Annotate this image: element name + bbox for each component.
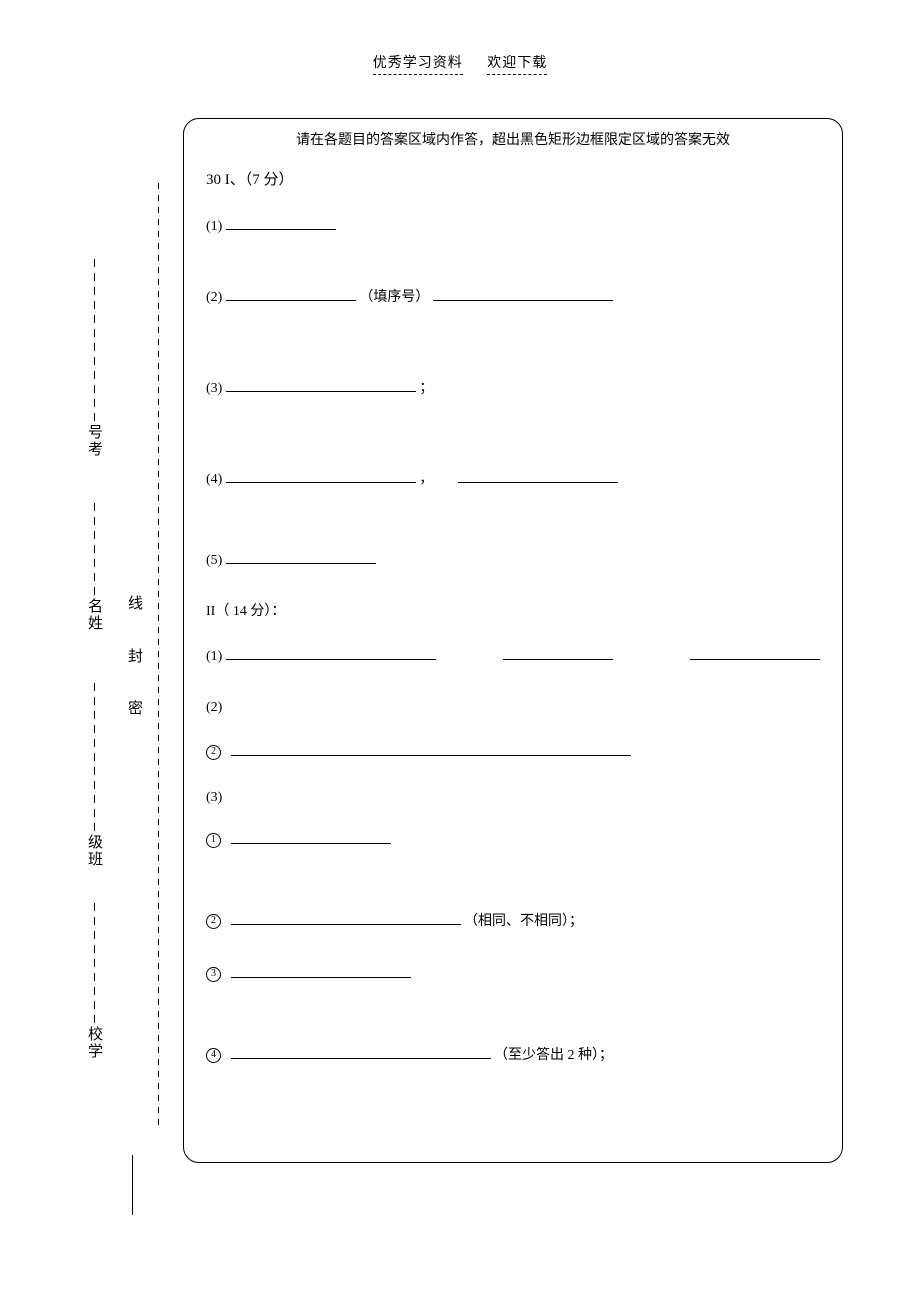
q30I-5: (5) bbox=[206, 550, 822, 571]
label-xuexiao: 校学 bbox=[84, 1026, 105, 1060]
q30I-title: 30 I、（7 分） bbox=[206, 169, 822, 192]
dashes bbox=[94, 680, 95, 834]
qII-1: (1) bbox=[206, 646, 822, 667]
num: (2) bbox=[206, 700, 222, 715]
qII-c34: 4 （至少答出 2 种）； bbox=[206, 1045, 822, 1066]
label-xian: 线 bbox=[124, 595, 145, 612]
blank[interactable] bbox=[226, 550, 376, 564]
q30I-4: (4) ， bbox=[206, 469, 822, 490]
num: (1) bbox=[206, 219, 222, 234]
num: (5) bbox=[206, 553, 222, 568]
num: (2) bbox=[206, 290, 222, 305]
qII-3: (3) bbox=[206, 787, 822, 808]
num: (4) bbox=[206, 472, 222, 487]
margin-vertical-line bbox=[132, 1155, 133, 1215]
label-feng: 封 bbox=[124, 648, 145, 665]
blank[interactable] bbox=[226, 287, 356, 301]
margin-outer-dashes bbox=[158, 180, 159, 1128]
margin-col-xuexiao: 校学 bbox=[84, 900, 105, 1060]
circled-2b: 2 bbox=[206, 914, 221, 929]
blank[interactable] bbox=[226, 469, 416, 483]
page-header: 优秀学习资料 欢迎下载 bbox=[0, 52, 920, 75]
circled-1: 1 bbox=[206, 833, 221, 848]
num: (1) bbox=[206, 649, 222, 664]
header-left: 优秀学习资料 bbox=[373, 52, 463, 75]
label-kaohao: 号考 bbox=[84, 424, 105, 458]
tail: ； bbox=[419, 381, 433, 396]
blank[interactable] bbox=[226, 378, 416, 392]
q30I-3: (3) ； bbox=[206, 378, 822, 399]
margin-col-xingming: 名姓 bbox=[84, 500, 105, 632]
label-xingming: 名姓 bbox=[84, 598, 105, 632]
tail: （至少答出 2 种）； bbox=[494, 1048, 613, 1063]
qII-c32: 2 （相同、不相同）； bbox=[206, 911, 822, 932]
num: (3) bbox=[206, 790, 222, 805]
qII-c31: 1 bbox=[206, 830, 822, 851]
qII-2: (2) bbox=[206, 697, 822, 718]
dashes bbox=[94, 900, 95, 1026]
blank[interactable] bbox=[690, 646, 820, 660]
dashes bbox=[94, 256, 95, 424]
blank[interactable] bbox=[231, 911, 461, 925]
margin-col-banji: 级班 bbox=[84, 680, 105, 868]
blank[interactable] bbox=[231, 964, 411, 978]
blank[interactable] bbox=[231, 830, 391, 844]
sep: ， bbox=[419, 472, 433, 487]
q30I-1: (1) bbox=[206, 216, 822, 237]
margin-col-kaohao: 号考 bbox=[84, 256, 105, 458]
circled-4: 4 bbox=[206, 1048, 221, 1063]
answer-frame: 请在各题目的答案区域内作答，超出黑色矩形边框限定区域的答案无效 30 I、（7 … bbox=[183, 118, 843, 1163]
instruction: 请在各题目的答案区域内作答，超出黑色矩形边框限定区域的答案无效 bbox=[204, 129, 822, 149]
qII-c2: 2 bbox=[206, 742, 822, 763]
blank[interactable] bbox=[226, 646, 436, 660]
blank[interactable] bbox=[231, 742, 631, 756]
blank[interactable] bbox=[231, 1045, 491, 1059]
blank[interactable] bbox=[226, 216, 336, 230]
qII-title: II（ 14 分）： bbox=[206, 601, 822, 622]
blank[interactable] bbox=[433, 287, 613, 301]
blank[interactable] bbox=[503, 646, 613, 660]
mid: （填序号） bbox=[359, 290, 429, 305]
qII-c33: 3 bbox=[206, 964, 822, 985]
circled-3: 3 bbox=[206, 967, 221, 982]
q30I-2: (2) （填序号） bbox=[206, 287, 822, 308]
label-mi: 密 bbox=[124, 700, 145, 717]
num: (3) bbox=[206, 381, 222, 396]
header-right: 欢迎下载 bbox=[487, 52, 547, 75]
tail: （相同、不相同）； bbox=[464, 914, 583, 929]
dashes bbox=[94, 500, 95, 598]
blank[interactable] bbox=[458, 469, 618, 483]
label-banji: 级班 bbox=[84, 834, 105, 868]
circled-2: 2 bbox=[206, 745, 221, 760]
